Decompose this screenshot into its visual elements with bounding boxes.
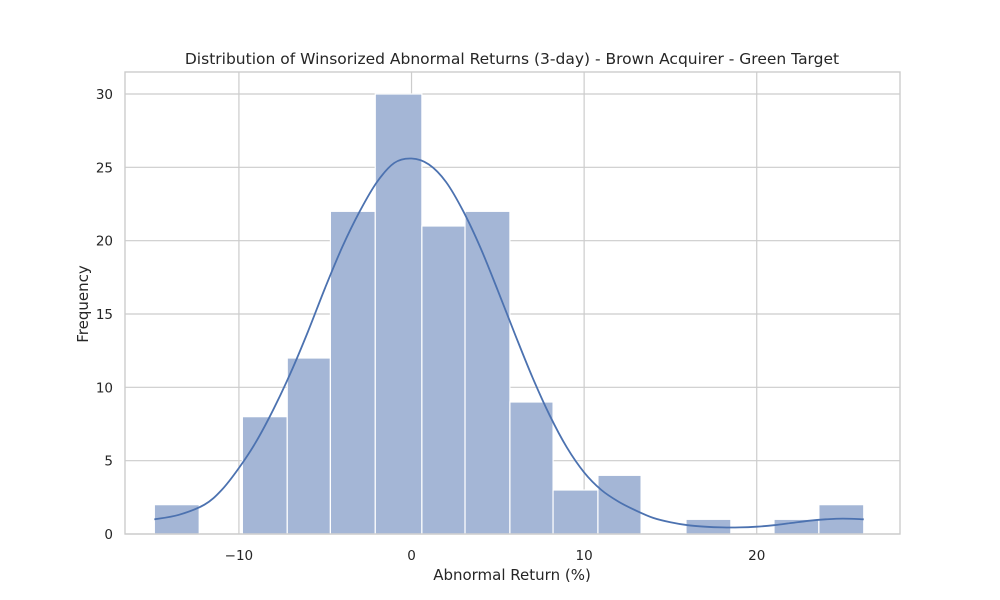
histogram-bars: [153, 93, 865, 535]
plot-frame: [124, 71, 901, 535]
x-tick-label: 0: [407, 548, 416, 564]
histogram-bar: [509, 401, 554, 535]
x-tick-label: 20: [748, 548, 765, 564]
x-tick-label: 10: [576, 548, 593, 564]
histogram-bar: [286, 357, 332, 535]
y-tick-labels: 0 5 10 15 20 25 30: [96, 87, 113, 543]
histogram-bar: [374, 93, 423, 535]
histogram-bar: [329, 210, 376, 535]
y-tick-label: 30: [96, 87, 113, 103]
chart-title: Distribution of Winsorized Abnormal Retu…: [185, 50, 839, 68]
histogram-bar: [597, 474, 642, 535]
y-axis-label: Frequency: [74, 265, 92, 343]
histogram-bar: [241, 416, 288, 535]
y-tick-label: 25: [96, 160, 113, 176]
x-tick-labels: −10 0 10 20: [225, 548, 766, 564]
x-axis-label: Abnormal Return (%): [433, 566, 591, 584]
histogram-bar: [464, 210, 511, 535]
histogram-bar: [421, 225, 466, 535]
y-tick-label: 10: [96, 380, 113, 396]
y-tick-label: 20: [96, 234, 113, 250]
histogram-bar: [552, 489, 599, 535]
x-tick-label: −10: [225, 548, 254, 564]
kde-curve: [154, 157, 864, 529]
y-tick-label: 15: [96, 307, 113, 323]
y-tick-label: 5: [104, 454, 113, 470]
histogram-bar: [153, 504, 200, 535]
y-tick-label: 0: [104, 527, 113, 543]
